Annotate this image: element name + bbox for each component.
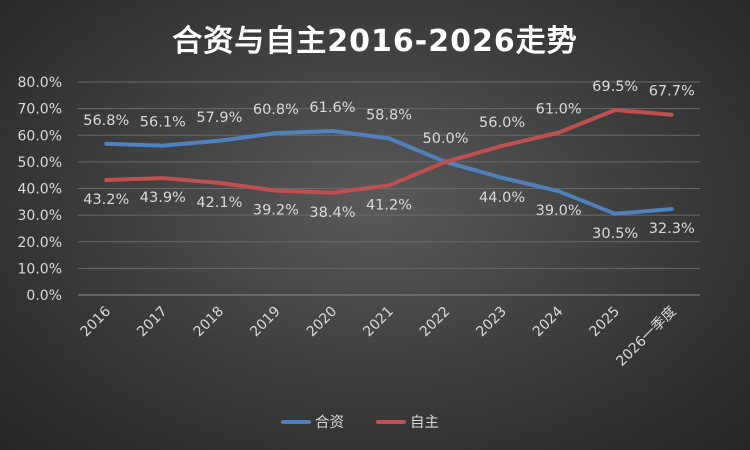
data-label: 60.8% [253,102,299,118]
data-label: 43.2% [83,192,129,208]
legend-label-1: 合资 [315,414,344,431]
x-tick-label: 2024 [530,303,567,340]
y-tick-label: 80.0% [18,75,62,91]
y-tick-label: 0.0% [26,288,62,304]
legend-label-2: 自主 [410,414,439,431]
y-tick-label: 40.0% [18,182,62,198]
x-tick-label: 2017 [134,304,171,341]
data-label: 58.8% [366,107,412,123]
data-label: 67.7% [649,84,695,100]
y-tick-label: 70.0% [18,102,62,118]
x-tick-label: 2022 [417,304,454,341]
data-label: 69.5% [592,79,638,95]
y-tick-label: 10.0% [18,261,62,277]
y-tick-label: 60.0% [18,128,62,144]
data-label: 39.2% [253,203,299,219]
x-tick-label: 2023 [473,304,510,341]
data-label: 38.4% [309,205,355,221]
x-tick-label: 2020 [304,304,341,341]
x-tick-label: 2025 [586,304,623,341]
y-tick-label: 50.0% [18,155,62,171]
series-line-1 [104,129,674,216]
data-label: 56.1% [140,115,186,131]
data-label: 57.9% [196,110,242,126]
data-label: 39.0% [536,203,582,219]
chart-title: 合资与自主2016-2026走势 [172,24,578,59]
x-tick-label: 2018 [191,304,228,341]
data-label: 56.0% [479,115,525,131]
x-tick-label: 2026一季度 [613,304,679,370]
data-label: 43.9% [140,190,186,206]
y-tick-label: 30.0% [18,208,62,224]
x-tick-label: 2016 [78,303,115,340]
data-label: 32.3% [649,221,695,237]
data-label: 61.0% [536,102,582,118]
data-label: 30.5% [592,226,638,242]
x-tick-label: 2019 [247,304,284,341]
data-label: 61.6% [309,100,355,116]
x-tick-label: 2021 [360,304,397,341]
data-label: 50.0% [423,131,469,147]
data-label: 41.2% [366,197,412,213]
series-line-2 [104,108,674,195]
y-tick-label: 20.0% [18,235,62,251]
data-label: 56.8% [83,113,129,129]
data-label: 44.0% [479,190,525,206]
data-label: 42.1% [196,195,242,211]
